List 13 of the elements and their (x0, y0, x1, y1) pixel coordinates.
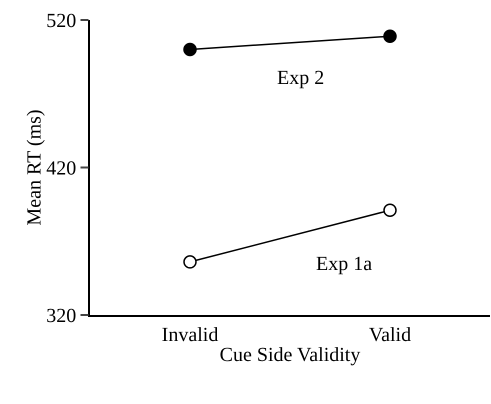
point (183, 42, 197, 56)
y-axis-title: Mean RT (ms) (23, 109, 46, 226)
y-tick-label: 320 (46, 305, 76, 327)
x-tick-label: Invalid (162, 324, 218, 346)
point (183, 255, 197, 269)
x-axis-title: Cue Side Validity (220, 344, 360, 366)
y-tick-label: 420 (46, 158, 76, 180)
series-label: Exp 1a (316, 253, 372, 275)
y-tick-label: 520 (46, 10, 76, 32)
series-label: Exp 2 (277, 67, 324, 89)
point (383, 29, 397, 43)
point (383, 204, 397, 218)
x-tick-label: Valid (368, 324, 412, 346)
